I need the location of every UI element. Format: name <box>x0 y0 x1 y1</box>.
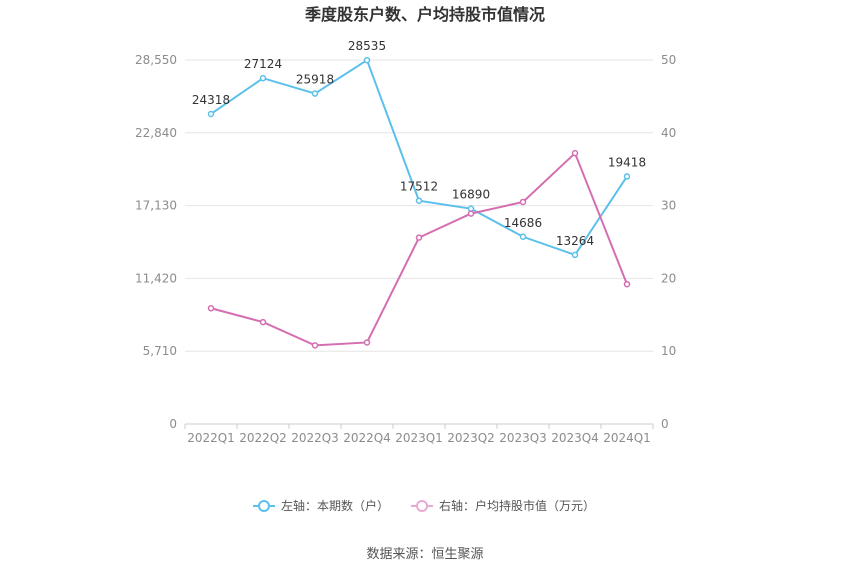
x-tick-label: 2023Q2 <box>447 431 495 445</box>
data-point[interactable] <box>415 197 423 204</box>
x-axis: 2022Q1 2022Q2 2022Q3 2022Q4 2023Q1 2023Q2 2023… <box>184 424 654 445</box>
data-point[interactable] <box>311 342 319 349</box>
data-point[interactable] <box>259 74 267 82</box>
left-tick-label: 28,550 <box>135 53 177 67</box>
data-point[interactable] <box>519 198 527 206</box>
data-label: 17512 <box>400 180 438 194</box>
left-tick-label: 17,130 <box>135 199 177 213</box>
data-label: 16890 <box>452 188 490 202</box>
left-tick-label: 11,420 <box>135 271 177 285</box>
right-tick-label: 20 <box>661 271 676 285</box>
right-axis: 0 10 20 30 40 50 <box>661 53 676 431</box>
data-point[interactable] <box>519 233 527 241</box>
legend-marker <box>416 500 428 512</box>
right-tick-label: 30 <box>661 199 676 213</box>
legend-marker <box>257 500 270 512</box>
data-point[interactable] <box>467 210 475 217</box>
left-tick-label: 22,840 <box>135 126 177 140</box>
x-tick-label: 2024Q1 <box>603 431 651 445</box>
right-tick-label: 0 <box>661 417 669 431</box>
data-label: 24318 <box>192 93 230 107</box>
data-label: 28535 <box>348 39 386 53</box>
right-tick-label: 40 <box>661 126 676 140</box>
x-tick-label: 2022Q3 <box>291 431 339 445</box>
data-point[interactable] <box>623 173 631 180</box>
data-point[interactable] <box>571 251 579 259</box>
data-point[interactable] <box>415 234 423 241</box>
legend-label: 右轴：户均持股市值（万元） <box>439 498 595 513</box>
right-tick-label: 10 <box>661 344 676 358</box>
legend-item-1[interactable]: 左轴：本期数（户） <box>252 498 389 513</box>
data-point[interactable] <box>259 318 267 326</box>
x-tick-label: 2023Q3 <box>499 431 547 445</box>
data-point[interactable] <box>623 280 631 288</box>
data-label: 27124 <box>244 57 282 71</box>
left-axis: 0 5,710 11,420 17,130 22,840 28,550 <box>135 53 177 431</box>
data-point[interactable] <box>207 110 215 118</box>
data-point[interactable] <box>207 304 215 312</box>
series-layer: 24318 27124 25918 28535 17512 16890 14686 13264… <box>192 39 646 349</box>
legend: 左轴：本期数（户） 右轴：户均持股市值（万元） <box>252 498 595 513</box>
legend-label: 左轴：本期数（户） <box>281 498 389 513</box>
x-tick-label: 2022Q4 <box>343 431 391 445</box>
chart-title: 季度股东户数、户均持股市值情况 <box>304 5 545 24</box>
series-line-1 <box>210 58 628 257</box>
data-label: 14686 <box>504 216 542 230</box>
data-label: 25918 <box>296 73 334 87</box>
source-note: 数据来源：恒生聚源 <box>366 547 483 562</box>
data-point[interactable] <box>363 56 371 64</box>
data-label: 13264 <box>556 234 594 248</box>
legend-item-2[interactable]: 右轴：户均持股市值（万元） <box>411 498 595 513</box>
x-tick-label: 2022Q1 <box>187 431 235 445</box>
x-tick-label: 2022Q2 <box>239 431 287 445</box>
left-tick-label: 0 <box>169 417 177 431</box>
data-point[interactable] <box>363 339 371 346</box>
left-tick-label: 5,710 <box>143 344 177 358</box>
x-tick-label: 2023Q4 <box>551 431 599 445</box>
data-point[interactable] <box>311 90 319 97</box>
data-label: 19418 <box>608 155 646 169</box>
data-point[interactable] <box>571 149 579 157</box>
right-tick-label: 50 <box>661 53 676 67</box>
grid <box>185 59 653 425</box>
x-tick-label: 2023Q1 <box>395 431 443 445</box>
